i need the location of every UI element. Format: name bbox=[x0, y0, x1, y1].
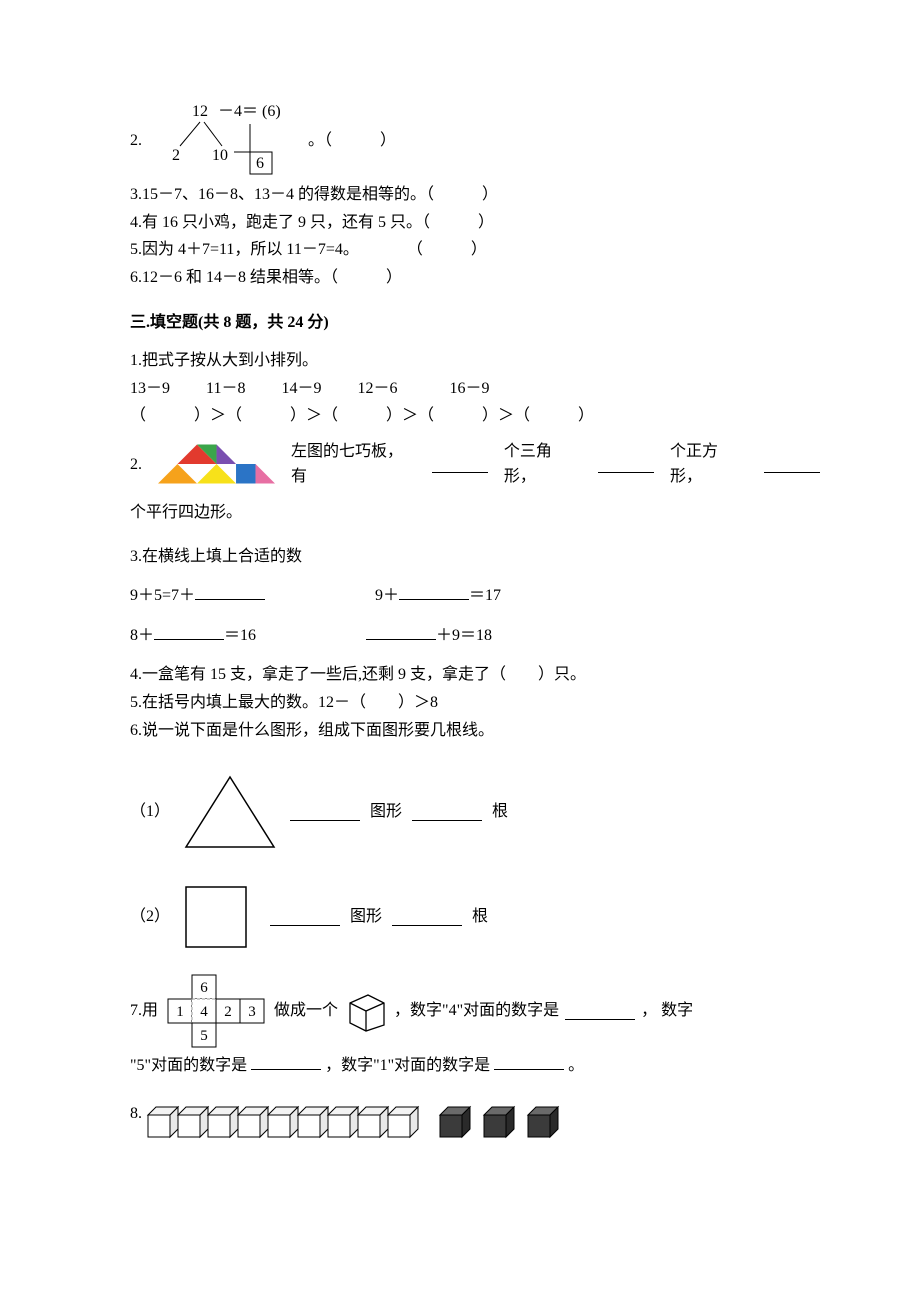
s3-q6a: 6.说一说下面是什么图形，组成下面图形要几根线。 bbox=[130, 718, 820, 744]
blank[interactable] bbox=[251, 1053, 321, 1070]
cubes-illustration bbox=[142, 1101, 582, 1145]
q7-line2-b: ，数字"1"对面的数字是 bbox=[325, 1057, 490, 1074]
s3-q8-row: 8. bbox=[130, 1101, 820, 1145]
s3-q3-row1: 9＋5=7＋ 9＋ ＝17 bbox=[130, 583, 820, 609]
branch-right-val: 10 bbox=[212, 147, 228, 164]
q1b-item-4: 16－9 bbox=[450, 380, 490, 397]
branch-left-val: 2 bbox=[172, 147, 180, 164]
tf-q4: 4.有 16 只小鸡，跑走了 9 只，还有 5 只。（ ） bbox=[130, 210, 820, 236]
blank[interactable] bbox=[154, 623, 224, 640]
s3-q2-texta: 左图的七巧板，有 bbox=[291, 439, 416, 490]
eq1-right: 9＋ ＝17 bbox=[375, 583, 501, 609]
tangram-piece bbox=[217, 445, 237, 465]
net-top: 6 bbox=[200, 980, 208, 996]
q1b-item-3: 12－6 bbox=[358, 380, 398, 397]
eq-text: ＝16 bbox=[224, 627, 256, 644]
label-end: 根 bbox=[492, 799, 508, 825]
q7-line2-a: "5"对面的数字是 bbox=[130, 1057, 247, 1074]
blank[interactable] bbox=[290, 804, 360, 821]
cube-icon bbox=[344, 989, 388, 1033]
split-diagram: 12 －4＝ (6) 2 10 6 bbox=[150, 102, 300, 180]
blank[interactable] bbox=[195, 583, 265, 600]
s3-q1b: 13－9 11－8 14－9 12－6 16－9 bbox=[130, 376, 820, 402]
s3-q6-2: （2） 图形 根 bbox=[130, 881, 820, 953]
s3-q4: 4.一盒笔有 15 支，拿走了一些后,还剩 9 支，拿走了（ ）只。 bbox=[130, 662, 820, 688]
square-icon bbox=[180, 881, 260, 953]
q7-line2-c: 。 bbox=[568, 1057, 584, 1074]
q6-2-prefix: （2） bbox=[130, 904, 170, 930]
s3-q5: 5.在括号内填上最大的数。12－（ ）＞8 bbox=[130, 690, 820, 716]
label-mid: 图形 bbox=[350, 904, 382, 930]
label-mid: 图形 bbox=[370, 799, 402, 825]
eq-text: 9＋ bbox=[375, 587, 399, 604]
tangram-piece bbox=[197, 464, 236, 484]
result-box-val: 6 bbox=[256, 155, 264, 172]
q1b-item-1: 11－8 bbox=[206, 380, 245, 397]
page: 2. 12 －4＝ (6) 2 10 6 。（ ） 3.15－7、16－8、13… bbox=[0, 0, 920, 1205]
tf-q5: 5.因为 4＋7=11，所以 11－7=4。 （ ） bbox=[130, 237, 820, 263]
eq-text: ＝17 bbox=[469, 587, 501, 604]
s3-q2-textd: 个平行四边形。 bbox=[130, 500, 820, 526]
expr-right: (6) bbox=[262, 103, 281, 120]
s3-q2-row: 2. 左图的七巧板，有 个三角形， 个正方形， bbox=[130, 439, 820, 490]
eq-text: 9＋5=7＋ bbox=[130, 587, 195, 604]
q6-1-prefix: （1） bbox=[130, 799, 170, 825]
tf-q3: 3.15－7、16－8、13－4 的得数是相等的。（ ） bbox=[130, 182, 820, 208]
blank[interactable] bbox=[764, 456, 820, 473]
q1b-item-2: 14－9 bbox=[281, 380, 321, 397]
blank[interactable] bbox=[366, 623, 436, 640]
expr-op: －4＝ bbox=[218, 103, 258, 120]
tangram-icon bbox=[158, 443, 275, 485]
net-r2: 3 bbox=[248, 1004, 256, 1020]
q8-prefix: 8. bbox=[130, 1101, 142, 1127]
q2-tail: 。（ ） bbox=[308, 128, 396, 154]
tangram-piece bbox=[158, 464, 197, 484]
net-r1: 2 bbox=[224, 1004, 232, 1020]
cube-net-icon: 6 1 4 2 3 5 bbox=[164, 973, 268, 1049]
s3-q6-1: （1） 图形 根 bbox=[130, 773, 820, 851]
eq-text: 8＋ bbox=[130, 627, 154, 644]
net-left: 1 bbox=[176, 1004, 184, 1020]
s3-q2-prefix: 2. bbox=[130, 452, 142, 478]
branch-line-left bbox=[180, 122, 200, 146]
q7-prefix: 7.用 bbox=[130, 998, 158, 1024]
s3-q1c: （ ）＞（ ）＞（ ）＞（ ）＞（ ） bbox=[130, 403, 820, 429]
q7-text-a: 做成一个 bbox=[274, 998, 338, 1024]
eq2-left: 8＋ ＝16 bbox=[130, 623, 256, 649]
s3-q1a: 1.把式子按从大到小排列。 bbox=[130, 348, 820, 374]
blank[interactable] bbox=[399, 583, 469, 600]
eq1-left: 9＋5=7＋ bbox=[130, 583, 265, 609]
s3-q7-row1: 7.用 6 1 4 2 3 5 做成一个 bbox=[130, 973, 820, 1049]
s3-q3-row2: 8＋ ＝16 ＋9＝18 bbox=[130, 623, 820, 649]
blank[interactable] bbox=[270, 909, 340, 926]
blank[interactable] bbox=[598, 456, 654, 473]
q2-diagram-row: 2. 12 －4＝ (6) 2 10 6 。（ ） bbox=[130, 102, 820, 180]
blank[interactable] bbox=[412, 804, 482, 821]
tf-q6: 6.12－6 和 14－8 结果相等。（ ） bbox=[130, 265, 820, 291]
expr-left: 12 bbox=[192, 103, 208, 120]
q1b-item-0: 13－9 bbox=[130, 380, 170, 397]
blank[interactable] bbox=[432, 456, 488, 473]
blank[interactable] bbox=[494, 1053, 564, 1070]
section3-title: 三.填空题(共 8 题，共 24 分) bbox=[130, 310, 820, 336]
net-bottom: 5 bbox=[200, 1028, 208, 1044]
q7-text-b: ，数字"4"对面的数字是 bbox=[394, 998, 559, 1024]
branch-line-right bbox=[204, 122, 222, 146]
tangram-piece bbox=[236, 464, 256, 484]
q2-prefix: 2. bbox=[130, 128, 142, 154]
s3-q2-textb: 个三角形， bbox=[504, 439, 582, 490]
tangram-piece bbox=[256, 464, 276, 484]
blank[interactable] bbox=[392, 909, 462, 926]
s3-q2-textc: 个正方形， bbox=[670, 439, 748, 490]
q7-text-c: ， 数字 bbox=[641, 998, 693, 1024]
blank[interactable] bbox=[565, 1003, 635, 1020]
s3-q3a: 3.在横线上填上合适的数 bbox=[130, 544, 820, 570]
net-mid: 4 bbox=[200, 1004, 208, 1020]
s3-q7-row2: "5"对面的数字是 ，数字"1"对面的数字是 。 bbox=[130, 1053, 820, 1079]
label-end: 根 bbox=[472, 904, 488, 930]
eq-text: ＋9＝18 bbox=[436, 627, 492, 644]
triangle-icon bbox=[180, 773, 280, 851]
eq2-right: ＋9＝18 bbox=[366, 623, 492, 649]
